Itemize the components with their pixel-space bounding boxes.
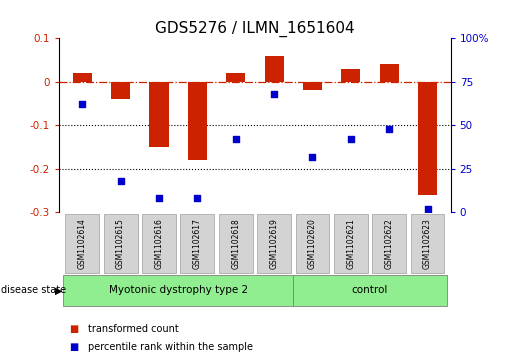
Text: ▶: ▶ xyxy=(55,285,63,295)
Text: GSM1102615: GSM1102615 xyxy=(116,218,125,269)
Text: Myotonic dystrophy type 2: Myotonic dystrophy type 2 xyxy=(109,285,248,295)
Text: ■: ■ xyxy=(70,323,79,334)
Text: GSM1102617: GSM1102617 xyxy=(193,218,202,269)
Bar xyxy=(149,82,168,147)
Bar xyxy=(73,73,92,82)
FancyBboxPatch shape xyxy=(334,213,368,273)
FancyBboxPatch shape xyxy=(219,213,253,273)
Bar xyxy=(380,64,399,82)
FancyBboxPatch shape xyxy=(411,213,444,273)
Bar xyxy=(418,82,437,195)
Point xyxy=(423,206,432,212)
Bar xyxy=(188,82,207,160)
Point xyxy=(385,126,393,132)
Point xyxy=(193,196,201,201)
Bar xyxy=(111,82,130,99)
Point xyxy=(308,154,317,159)
Point xyxy=(155,196,163,201)
Point xyxy=(232,136,240,142)
FancyBboxPatch shape xyxy=(142,213,176,273)
Text: ■: ■ xyxy=(70,342,79,352)
FancyBboxPatch shape xyxy=(296,213,330,273)
FancyBboxPatch shape xyxy=(104,213,138,273)
Text: GSM1102623: GSM1102623 xyxy=(423,218,432,269)
Text: GSM1102620: GSM1102620 xyxy=(308,218,317,269)
Text: GSM1102619: GSM1102619 xyxy=(270,218,279,269)
Text: GSM1102622: GSM1102622 xyxy=(385,218,394,269)
Point xyxy=(270,91,278,97)
Title: GDS5276 / ILMN_1651604: GDS5276 / ILMN_1651604 xyxy=(155,21,355,37)
Bar xyxy=(226,73,245,82)
FancyBboxPatch shape xyxy=(257,213,291,273)
Bar xyxy=(303,82,322,90)
FancyBboxPatch shape xyxy=(65,213,99,273)
Text: transformed count: transformed count xyxy=(88,323,178,334)
Text: GSM1102621: GSM1102621 xyxy=(347,218,355,269)
Point xyxy=(116,178,125,184)
Text: GSM1102616: GSM1102616 xyxy=(154,218,163,269)
Point xyxy=(347,136,355,142)
FancyBboxPatch shape xyxy=(180,213,214,273)
Bar xyxy=(341,69,360,82)
FancyBboxPatch shape xyxy=(372,213,406,273)
Text: percentile rank within the sample: percentile rank within the sample xyxy=(88,342,252,352)
Bar xyxy=(265,56,284,82)
Text: disease state: disease state xyxy=(1,285,66,295)
Text: control: control xyxy=(352,285,388,295)
Point xyxy=(78,101,87,107)
FancyBboxPatch shape xyxy=(63,275,294,306)
FancyBboxPatch shape xyxy=(294,275,447,306)
Text: GSM1102618: GSM1102618 xyxy=(231,218,240,269)
Text: GSM1102614: GSM1102614 xyxy=(78,218,87,269)
